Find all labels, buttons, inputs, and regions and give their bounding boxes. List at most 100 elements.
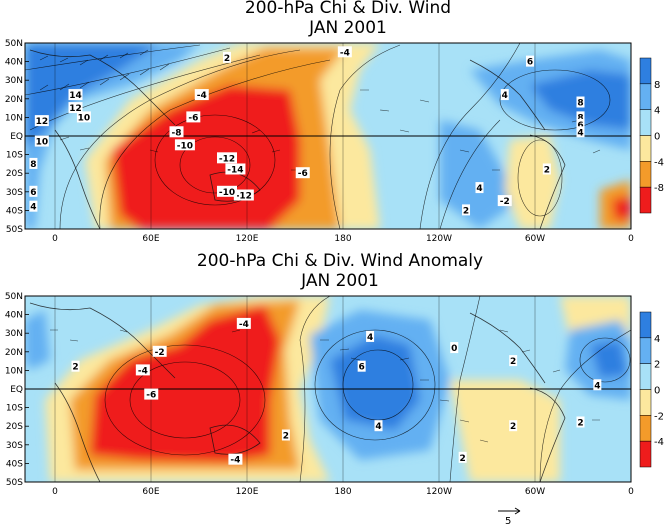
contour-label-bg xyxy=(152,345,167,357)
contour-label-bg xyxy=(76,111,91,123)
y-tick-label: 30N xyxy=(5,76,23,86)
colorbar-swatch xyxy=(639,186,652,214)
contour-label-bg xyxy=(576,118,585,130)
contour-label-bg xyxy=(497,195,512,207)
contour-label: -4 xyxy=(197,91,207,101)
colorbar-swatch xyxy=(639,135,652,162)
y-tick-label: 30S xyxy=(6,188,23,198)
colorbar-tick-label: -2 xyxy=(654,411,664,422)
y-tick-label: 10S xyxy=(6,404,23,414)
contour-label: 8 xyxy=(577,113,583,123)
contour-label-bg xyxy=(374,420,383,432)
contour-label-bg xyxy=(576,416,585,428)
contour-label: -6 xyxy=(146,391,156,401)
contour-label: 8 xyxy=(577,99,583,109)
contour-label: -6 xyxy=(188,113,198,123)
contour-label-bg xyxy=(34,135,49,147)
x-tick-label: 120W xyxy=(426,234,452,244)
colorbar-tick-label: 4 xyxy=(654,106,660,117)
contour-label-bg xyxy=(68,89,83,101)
contour-label-bg xyxy=(462,204,471,216)
reference-vector-label: 5 xyxy=(505,516,511,527)
y-tick-label: 50S xyxy=(6,225,23,235)
panel-2-title: 200-hPa Chi & Div. Wind Anomaly xyxy=(197,251,483,271)
contour-label-bg xyxy=(29,200,38,212)
y-tick-label: 30N xyxy=(5,329,23,339)
contour-label: 2 xyxy=(463,206,469,216)
x-tick-label: 120E xyxy=(236,487,259,497)
contour-label: -10 xyxy=(177,141,193,151)
contour-label-bg xyxy=(225,163,246,175)
panel-1-subtitle: JAN 2001 xyxy=(308,18,387,38)
contour-label: -8 xyxy=(172,128,182,138)
contour-label: 2 xyxy=(544,165,550,175)
colorbar-tick-label: -4 xyxy=(654,437,664,448)
contour-label: -2 xyxy=(500,197,510,207)
contour-label-bg xyxy=(223,51,231,63)
contour-label: 2 xyxy=(283,432,289,442)
x-tick-label: 60E xyxy=(142,487,159,497)
contour-label: 2 xyxy=(510,422,516,432)
contour-label-bg xyxy=(593,379,602,391)
colorbar-tick-label: 2 xyxy=(654,360,660,371)
contour-label: 4 xyxy=(502,91,508,101)
y-tick-label: 40S xyxy=(6,459,23,469)
contour-label-bg xyxy=(29,185,38,197)
y-tick-label: 50N xyxy=(5,39,23,49)
colorbar-swatch xyxy=(639,389,652,416)
x-tick-label: 60W xyxy=(525,234,545,244)
contour-label-bg xyxy=(366,330,375,342)
contour-label-bg xyxy=(169,126,184,138)
contour-label: -12 xyxy=(219,154,235,164)
contour-label-bg xyxy=(174,139,195,151)
reference-vector: 5 xyxy=(498,507,521,527)
contour-label-bg xyxy=(236,317,251,329)
contour-label: 10 xyxy=(36,138,49,148)
colorbar-swatch xyxy=(639,161,652,188)
y-tick-label: 10N xyxy=(5,366,23,376)
contour-label-bg xyxy=(450,342,459,354)
contour-label: -12 xyxy=(236,192,252,202)
panel-2-contours xyxy=(104,296,631,482)
colorbar-swatch xyxy=(639,440,652,468)
contour-label: -2 xyxy=(155,348,165,358)
contour-label-bg xyxy=(295,167,310,179)
contour-label-bg xyxy=(233,189,254,201)
contour-label: 4 xyxy=(367,333,373,343)
contour-label: 2 xyxy=(510,357,516,367)
contour-label-bg xyxy=(509,420,518,432)
contour-label: 4 xyxy=(594,381,600,391)
contour-label: 2 xyxy=(577,418,583,428)
x-tick-label: 60E xyxy=(142,234,159,244)
y-tick-label: 40S xyxy=(6,206,23,216)
colorbar-tick-label: -8 xyxy=(654,183,664,194)
contour-label: 12 xyxy=(69,104,82,114)
contour-label-bg xyxy=(500,89,509,101)
contour-label-bg xyxy=(34,115,49,127)
contour-label-bg xyxy=(71,360,80,372)
panel-1-colorbar: 8 4 0 -4 -8 xyxy=(639,57,664,214)
colorbar-swatch xyxy=(639,83,652,110)
contour-label: 6 xyxy=(30,188,36,198)
contour-label-bg xyxy=(337,46,352,58)
contour-label: -14 xyxy=(227,165,243,175)
y-tick-label: 20N xyxy=(5,95,23,105)
colorbar-tick-label: 8 xyxy=(654,80,660,91)
contour-label: 14 xyxy=(69,91,82,101)
x-tick-label: 180 xyxy=(334,234,351,244)
panel-1-title: 200-hPa Chi & Div. Wind xyxy=(245,0,451,18)
colorbar-swatch xyxy=(639,337,652,364)
colorbar-swatch xyxy=(639,363,652,390)
contour-label: 2 xyxy=(224,54,230,64)
contour-label-bg xyxy=(542,163,551,175)
panel-1: 200-hPa Chi & Div. Wind JAN 2001 xyxy=(5,0,664,244)
contour-label: -4 xyxy=(230,456,240,466)
contour-label-bg xyxy=(458,451,467,463)
contour-label: 6 xyxy=(359,363,365,373)
panel-2-vectors xyxy=(50,329,600,443)
contour-label-bg xyxy=(228,453,243,465)
contour-label: 6 xyxy=(577,121,583,131)
colorbar-tick-label: 0 xyxy=(654,132,660,143)
contour-label-bg xyxy=(509,355,518,367)
